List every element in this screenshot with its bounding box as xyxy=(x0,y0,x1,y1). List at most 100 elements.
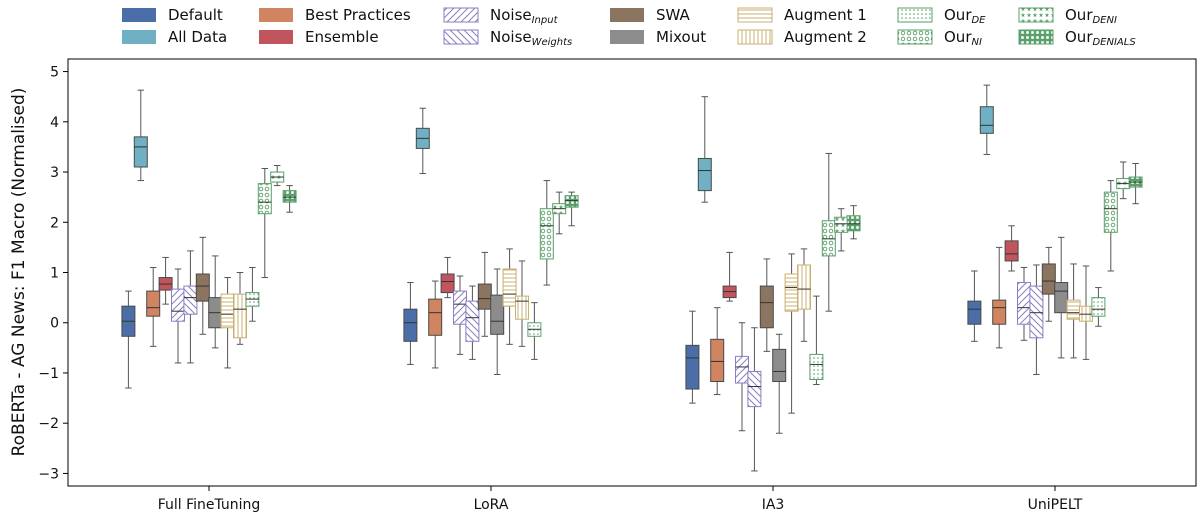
iqr-box xyxy=(539,208,554,260)
legend-label-subscript: DENIALS xyxy=(1092,37,1136,48)
iqr-box xyxy=(564,195,579,208)
iqr-box xyxy=(685,344,700,390)
box-our-denials-unipelt xyxy=(1128,162,1143,205)
y-tick-label: 5 xyxy=(50,65,59,81)
box-noise-input-unipelt xyxy=(1017,266,1031,341)
box-ensemble-unipelt xyxy=(1004,225,1019,272)
legend-label: Mixout xyxy=(656,28,706,46)
iqr-box xyxy=(440,273,455,294)
box-noise-weights-unipelt xyxy=(1029,264,1044,375)
legend-item-all-data: All Data xyxy=(122,28,227,46)
iqr-box xyxy=(146,290,161,317)
box-noise-input-ia3 xyxy=(735,322,749,432)
box-noise-weights-full-finetuning xyxy=(183,250,198,364)
legend-item-best-practices: Best Practices xyxy=(259,6,411,24)
box-best-practices-full-finetuning xyxy=(146,266,161,347)
box-swa-unipelt xyxy=(1041,246,1056,322)
iqr-box xyxy=(257,183,272,215)
box-swa-ia3 xyxy=(759,258,774,352)
legend-swatch xyxy=(610,30,644,44)
legend-label: Ensemble xyxy=(305,28,379,46)
legend-label-subscript: NI xyxy=(971,37,981,48)
y-axis-label: RoBERTa - AG News: F1 Macro (Normalised) xyxy=(9,88,29,457)
box-our-deni-ia3 xyxy=(834,208,849,252)
legend-label: OurDENI xyxy=(1065,6,1117,26)
legend-item-our-de: OurDE xyxy=(897,6,986,26)
box-our-de-ia3 xyxy=(809,295,824,386)
box-all-data-ia3 xyxy=(697,96,712,203)
legend-label: Augment 2 xyxy=(784,28,867,46)
box-best-practices-ia3 xyxy=(710,307,725,396)
iqr-box xyxy=(979,106,994,134)
box-our-denials-ia3 xyxy=(846,205,861,240)
box-mixout-unipelt xyxy=(1054,236,1069,359)
box-our-ni-ia3 xyxy=(821,152,836,312)
iqr-box xyxy=(1066,299,1081,320)
iqr-box xyxy=(967,300,982,325)
iqr-box xyxy=(1029,285,1044,339)
box-noise-weights-lora xyxy=(465,285,480,360)
iqr-box xyxy=(821,220,836,257)
box-best-practices-lora xyxy=(428,280,443,369)
iqr-box xyxy=(1079,305,1093,322)
y-tick-label: 3 xyxy=(50,165,59,181)
iqr-box xyxy=(1054,282,1069,314)
legend-item-default: Default xyxy=(122,6,223,24)
x-tick-label-lora: LoRA xyxy=(474,497,509,513)
iqr-box xyxy=(797,264,811,310)
legend-item-our-deni: OurDENI xyxy=(1018,6,1117,26)
iqr-box xyxy=(697,157,712,192)
legend-label: NoiseInput xyxy=(490,6,559,26)
legend-item-noise-input: NoiseInput xyxy=(443,6,559,26)
legend-swatch xyxy=(737,7,773,23)
iqr-box xyxy=(1103,191,1118,233)
box-noise-input-lora xyxy=(453,275,467,355)
box-all-data-full-finetuning xyxy=(133,89,148,182)
iqr-box xyxy=(846,215,861,232)
iqr-box xyxy=(502,268,517,307)
iqr-box xyxy=(759,285,774,329)
iqr-box xyxy=(428,298,443,336)
legend-swatch xyxy=(610,8,644,22)
box-all-data-unipelt xyxy=(979,84,994,155)
box-ensemble-ia3 xyxy=(722,251,737,302)
y-tick-label: 0 xyxy=(50,316,59,332)
legend-item-our-denials: OurDENIALS xyxy=(1018,28,1136,48)
box-augment-1-ia3 xyxy=(784,253,799,414)
legend-label-subscript: DENI xyxy=(1092,15,1116,26)
box-mixout-lora xyxy=(490,268,505,375)
legend-swatch xyxy=(259,30,293,44)
iqr-box xyxy=(490,294,505,335)
iqr-box xyxy=(992,299,1007,325)
iqr-box xyxy=(403,308,418,342)
legend-label: Best Practices xyxy=(305,6,411,24)
box-our-denials-lora xyxy=(564,191,579,227)
y-tick-label: 1 xyxy=(50,266,59,282)
legend-swatch xyxy=(259,8,293,22)
iqr-box xyxy=(747,370,762,408)
legend-swatch xyxy=(443,7,479,23)
y-tick-label: 4 xyxy=(50,115,59,131)
legend-item-augment-2: Augment 2 xyxy=(737,28,867,46)
legend-item-noise-weights: NoiseWeights xyxy=(443,28,572,48)
box-swa-full-finetuning xyxy=(195,236,210,335)
y-tick-label: −2 xyxy=(38,416,59,432)
legend-label: Default xyxy=(168,6,223,24)
iqr-box xyxy=(772,348,787,383)
box-our-de-full-finetuning xyxy=(245,266,260,322)
iqr-box xyxy=(195,273,210,302)
legend-label: SWA xyxy=(656,6,691,24)
x-tick-label-full-finetuning: Full FineTuning xyxy=(158,497,261,513)
legend-swatch xyxy=(1018,7,1054,23)
y-tick-label: −1 xyxy=(38,366,59,382)
iqr-box xyxy=(809,353,824,381)
legend-label: NoiseWeights xyxy=(490,28,572,48)
x-tick-label-ia3: IA3 xyxy=(762,497,785,513)
legend-swatch xyxy=(122,30,156,44)
legend-item-swa: SWA xyxy=(610,6,691,24)
box-augment-2-ia3 xyxy=(797,248,811,342)
iqr-box xyxy=(1017,282,1031,325)
iqr-box xyxy=(735,355,749,384)
legend-label: OurDENIALS xyxy=(1065,28,1136,48)
box-our-deni-lora xyxy=(552,191,567,235)
